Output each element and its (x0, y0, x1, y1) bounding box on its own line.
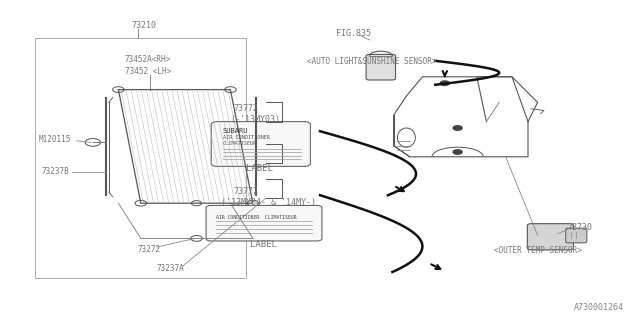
FancyBboxPatch shape (566, 228, 587, 243)
Text: 73237A: 73237A (157, 264, 184, 273)
FancyBboxPatch shape (211, 122, 310, 166)
Text: 73772: 73772 (234, 104, 259, 113)
Text: 73272: 73272 (138, 245, 161, 254)
FancyBboxPatch shape (527, 224, 573, 250)
Text: 73210: 73210 (131, 21, 156, 30)
Circle shape (453, 126, 462, 130)
Text: <OUTER TEMP SENSOR>: <OUTER TEMP SENSOR> (493, 246, 582, 255)
Circle shape (453, 150, 462, 154)
Text: LABEL: LABEL (250, 240, 277, 249)
Text: SUBARU: SUBARU (223, 128, 248, 134)
Text: AIR CONDITIONER  CLIMATISEUR: AIR CONDITIONER CLIMATISEUR (216, 215, 297, 220)
Text: <AUTO LIGHT&SUNSHINE SENSOR>: <AUTO LIGHT&SUNSHINE SENSOR> (307, 57, 436, 66)
Text: CLIMATISEUR: CLIMATISEUR (223, 141, 257, 146)
Text: 73452A<RH>: 73452A<RH> (125, 55, 171, 64)
Text: ('13MY04- & '14MY-): ('13MY04- & '14MY-) (221, 198, 316, 207)
Text: AIR CONDITIONER: AIR CONDITIONER (223, 135, 269, 140)
Text: 73772: 73772 (234, 188, 259, 196)
Circle shape (440, 81, 449, 85)
Text: FIG.835: FIG.835 (336, 29, 371, 38)
Text: M120115: M120115 (38, 135, 71, 144)
Text: (-'13MY03): (-'13MY03) (230, 115, 280, 124)
FancyBboxPatch shape (366, 54, 396, 80)
Bar (35, 38, 246, 278)
Text: 73730: 73730 (568, 223, 593, 232)
Text: LABEL: LABEL (246, 164, 273, 173)
Text: 73237B: 73237B (42, 167, 69, 176)
Text: A730001264: A730001264 (574, 303, 624, 312)
FancyBboxPatch shape (206, 205, 322, 241)
Text: 73452 <LH>: 73452 <LH> (125, 67, 171, 76)
